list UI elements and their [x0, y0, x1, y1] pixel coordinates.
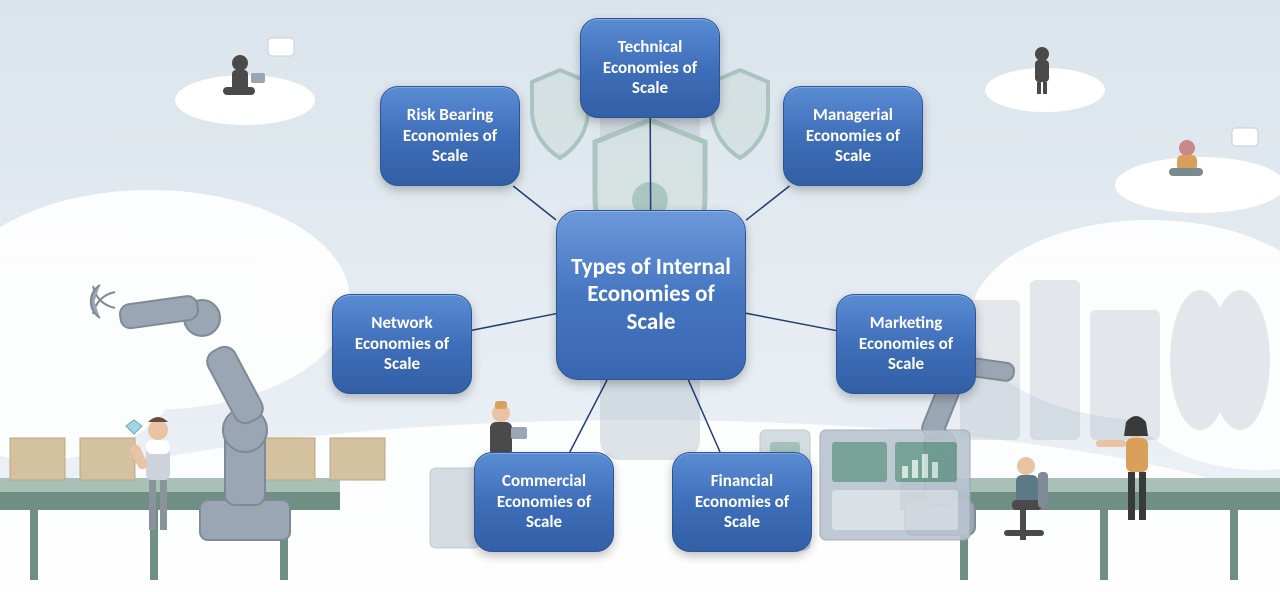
node-technical-label: Technical Economies of Scale — [591, 37, 709, 98]
node-riskbearing-label: Risk Bearing Economies of Scale — [391, 105, 509, 166]
center-node-label: Types of Internal Economies of Scale — [567, 254, 735, 337]
center-node: Types of Internal Economies of Scale — [556, 210, 746, 380]
node-network: Network Economies of Scale — [332, 294, 472, 394]
connector-marketing — [746, 313, 836, 330]
node-commercial-label: Commercial Economies of Scale — [485, 471, 603, 532]
connector-managerial — [746, 186, 789, 220]
connector-network — [472, 314, 556, 331]
diagram-stage: Types of Internal Economies of Scale Tech… — [0, 0, 1280, 592]
node-riskbearing: Risk Bearing Economies of Scale — [380, 86, 520, 186]
node-marketing-label: Marketing Economies of Scale — [847, 313, 965, 374]
node-marketing: Marketing Economies of Scale — [836, 294, 976, 394]
node-financial-label: Financial Economies of Scale — [683, 471, 801, 532]
connector-financial — [688, 380, 720, 452]
connector-commercial — [570, 380, 607, 452]
connector-riskbearing — [513, 186, 556, 220]
node-financial: Financial Economies of Scale — [672, 452, 812, 552]
node-technical: Technical Economies of Scale — [580, 18, 720, 118]
node-commercial: Commercial Economies of Scale — [474, 452, 614, 552]
node-managerial: Managerial Economies of Scale — [783, 86, 923, 186]
node-managerial-label: Managerial Economies of Scale — [794, 105, 912, 166]
node-network-label: Network Economies of Scale — [343, 313, 461, 374]
